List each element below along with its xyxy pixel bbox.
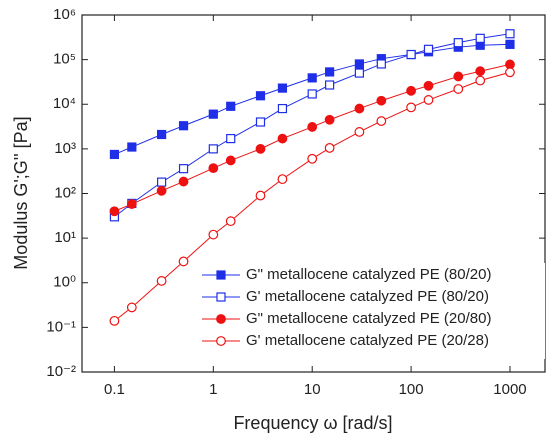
marker	[354, 103, 365, 114]
series-line	[114, 63, 511, 212]
marker	[225, 155, 236, 166]
marker	[277, 83, 288, 93]
marker	[423, 80, 434, 91]
marker	[216, 292, 226, 302]
y-tick-label: 10³	[54, 140, 76, 157]
marker	[475, 33, 485, 43]
marker	[505, 39, 515, 49]
marker	[307, 89, 317, 99]
marker	[226, 133, 236, 144]
marker	[208, 163, 219, 174]
marker	[307, 122, 318, 132]
marker	[255, 143, 266, 154]
marker	[475, 66, 486, 77]
x-axis-label: Frequency ω [rad/s]	[233, 413, 392, 433]
marker	[208, 109, 218, 119]
marker	[324, 143, 335, 153]
marker	[156, 276, 167, 286]
marker	[109, 315, 120, 326]
marker	[157, 129, 167, 140]
marker	[277, 133, 288, 144]
marker	[453, 71, 464, 82]
y-tick-label: 10⁴	[53, 95, 76, 112]
marker	[126, 302, 137, 313]
y-tick-label: 10⁻²	[46, 363, 76, 380]
marker	[178, 164, 189, 174]
marker	[453, 84, 464, 94]
marker	[216, 270, 226, 280]
marker	[354, 127, 365, 137]
marker	[505, 29, 515, 39]
marker	[376, 116, 387, 126]
marker	[376, 95, 387, 106]
legend-label: G' metallocene catalyzed PE (80/20)	[246, 288, 489, 305]
marker	[216, 314, 226, 324]
x-tick-label: 10	[304, 381, 321, 398]
legend-label: G" metallocene catalyzed PE (80/20)	[246, 266, 491, 283]
marker	[109, 149, 120, 160]
x-tick-label: 0.1	[104, 381, 125, 398]
y-axis-label: Modulus G';G'' [Pa]	[11, 116, 31, 269]
marker	[453, 38, 463, 48]
marker	[127, 142, 137, 152]
marker	[423, 95, 434, 105]
marker	[226, 101, 236, 111]
marker	[255, 91, 266, 101]
x-tick-label: 1	[209, 381, 217, 398]
marker	[354, 68, 364, 78]
legend-label: G' metallocene catalyzed PE (20/28)	[246, 332, 489, 349]
x-tick-label: 100	[399, 381, 424, 398]
marker	[475, 75, 486, 86]
marker	[277, 103, 288, 114]
marker	[178, 176, 189, 187]
marker	[178, 256, 189, 267]
marker	[277, 174, 288, 185]
marker	[354, 59, 364, 69]
marker	[307, 153, 318, 164]
marker	[208, 144, 218, 154]
marker	[406, 102, 416, 113]
marker	[157, 177, 167, 187]
marker	[406, 85, 416, 96]
y-tick-label: 10¹	[54, 229, 76, 246]
y-tick-label: 10⁻¹	[46, 318, 76, 335]
marker	[325, 80, 335, 90]
marker	[505, 67, 515, 78]
marker	[126, 199, 137, 209]
y-tick-label: 10⁶	[53, 6, 76, 23]
marker	[406, 49, 416, 60]
marker	[208, 229, 219, 240]
marker	[156, 185, 167, 196]
marker	[255, 190, 266, 201]
marker	[325, 67, 335, 77]
series-line	[114, 43, 510, 155]
y-tick-label: 10²	[54, 184, 76, 201]
marker	[307, 73, 317, 83]
marker	[216, 336, 226, 346]
marker	[255, 117, 266, 127]
legend-box	[195, 263, 545, 359]
x-tick-label: 1000	[493, 381, 526, 398]
marker	[324, 114, 335, 125]
y-tick-label: 10⁰	[53, 274, 76, 291]
marker	[178, 121, 189, 131]
marker	[423, 44, 434, 54]
marker	[225, 216, 236, 227]
marker	[376, 59, 386, 69]
marker	[109, 206, 120, 217]
y-tick-label: 10⁵	[53, 51, 76, 68]
legend-label: G" metallocene catalyzed PE (20/80)	[246, 310, 491, 327]
